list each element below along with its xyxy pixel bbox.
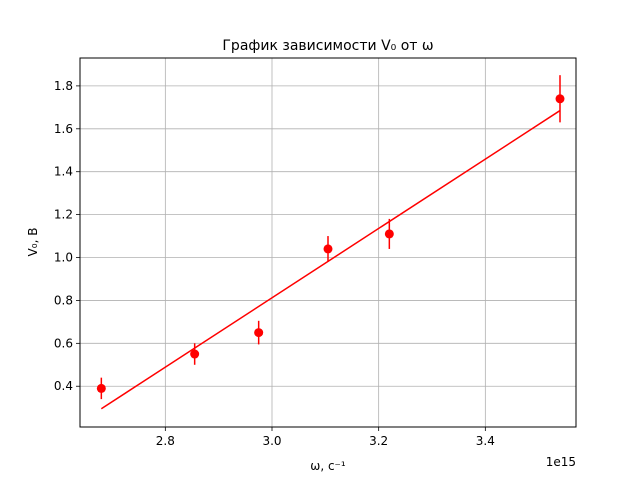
y-axis-ticks: 0.4 0.6 0.8 1.0 1.2 1.4 1.6 1.8: [54, 79, 80, 393]
y-axis-label: V₀, В: [26, 228, 40, 257]
y-tick-label: 1.2: [54, 208, 73, 222]
fit-line-group: [100, 109, 561, 410]
grid: [80, 58, 576, 427]
fit-line: [100, 109, 561, 410]
y-tick-label: 1.6: [54, 122, 73, 136]
x-axis-offset-label: 1e15: [546, 455, 576, 469]
data-point: [96, 383, 106, 393]
data-point: [384, 229, 394, 239]
y-tick-label: 0.8: [54, 293, 73, 307]
y-tick-label: 0.4: [54, 379, 73, 393]
data-point: [323, 244, 333, 254]
data-point: [190, 349, 200, 359]
x-axis-ticks: 2.8 3.0 3.2 3.4: [156, 427, 495, 448]
plot-frame: [79, 57, 577, 428]
y-tick-label: 1.8: [54, 79, 73, 93]
chart-title: График зависимости V₀ от ω: [222, 38, 433, 54]
x-tick-label: 3.0: [262, 434, 281, 448]
y-tick-label: 1.4: [54, 165, 73, 179]
data-points-group: [96, 75, 565, 400]
x-tick-label: 3.2: [369, 434, 388, 448]
y-tick-label: 0.6: [54, 336, 73, 350]
x-tick-label: 3.4: [476, 434, 495, 448]
data-point: [254, 328, 264, 338]
y-tick-label: 1.0: [54, 251, 73, 265]
x-axis-label: ω, c⁻¹: [310, 459, 346, 473]
x-tick-label: 2.8: [156, 434, 175, 448]
data-point: [555, 94, 565, 104]
